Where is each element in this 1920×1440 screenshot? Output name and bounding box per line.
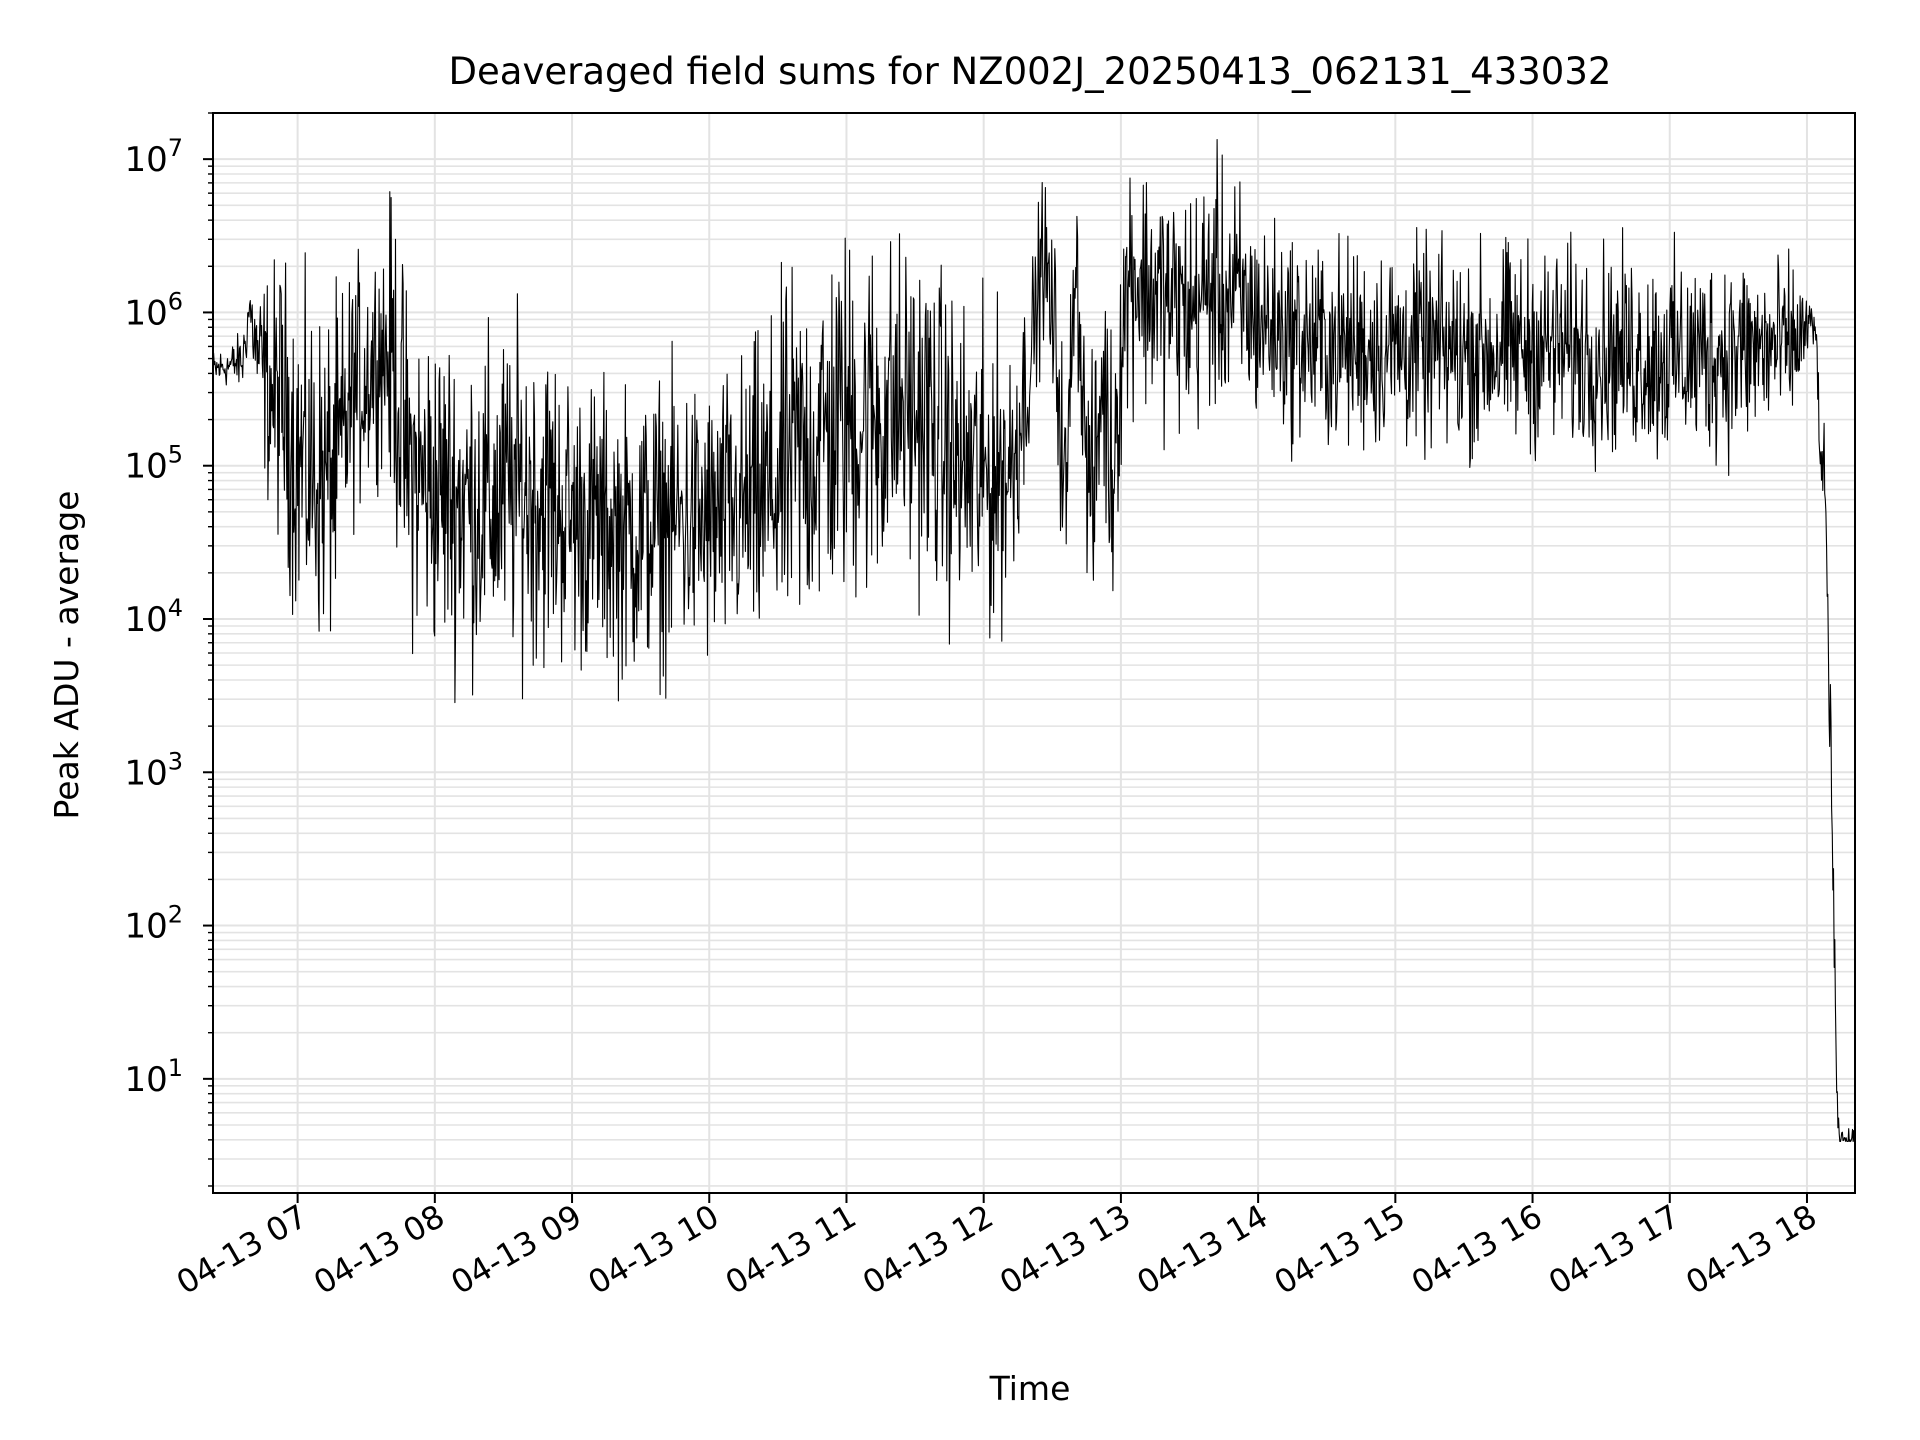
plot-area bbox=[212, 139, 1855, 1143]
y-tick-label: 101 bbox=[124, 1054, 183, 1100]
x-axis-label: Time bbox=[989, 1369, 1071, 1408]
y-tick-label: 104 bbox=[124, 594, 183, 640]
chart-title: Deaveraged field sums for NZ002J_2025041… bbox=[449, 50, 1612, 93]
series-line bbox=[212, 139, 1855, 1143]
y-axis-label: Peak ADU - average bbox=[47, 491, 86, 820]
grid bbox=[213, 112, 1855, 1193]
y-tick-label: 106 bbox=[124, 287, 183, 333]
y-axis-ticks: 101 102 103 104 105 106 107 bbox=[124, 112, 213, 1187]
y-tick-label: 102 bbox=[124, 901, 183, 947]
y-tick-label: 107 bbox=[124, 134, 183, 180]
y-tick-label: 105 bbox=[124, 441, 183, 487]
y-tick-label: 103 bbox=[124, 747, 183, 793]
